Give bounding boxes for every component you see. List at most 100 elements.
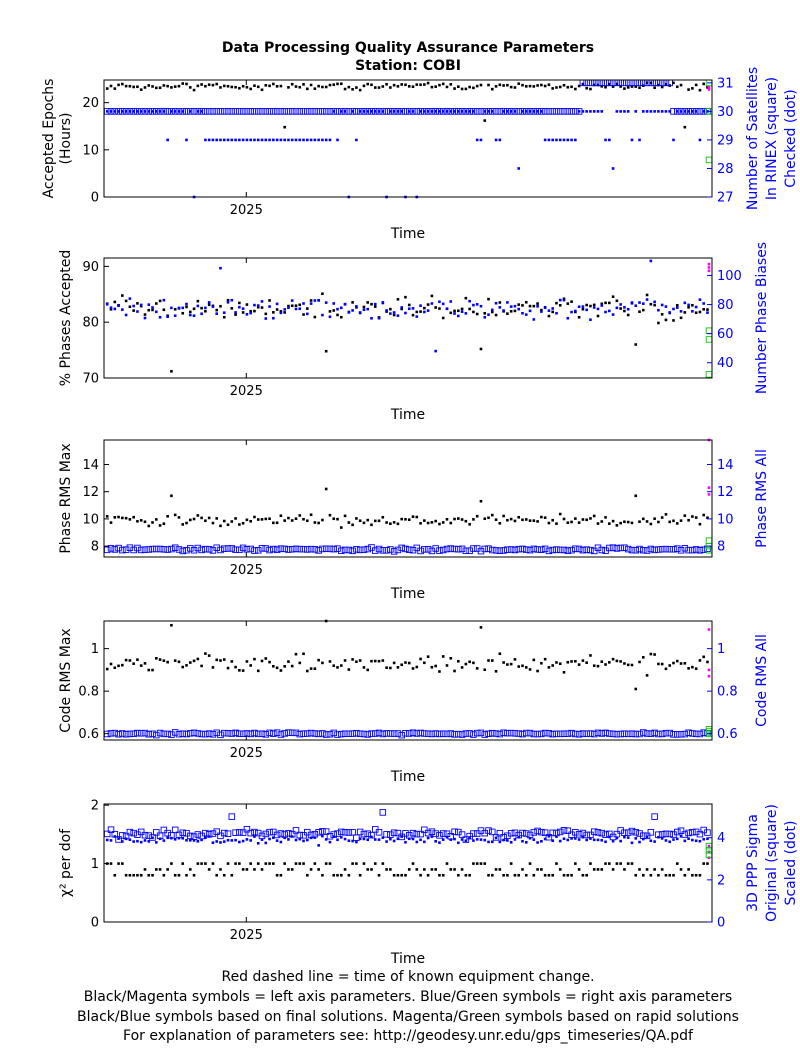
right-dot: [189, 314, 192, 317]
right-square: [346, 731, 352, 737]
left-dot: [638, 520, 641, 523]
left-axis-label: (Hours): [58, 113, 74, 165]
right-dot: [446, 308, 449, 311]
left-dot: [438, 670, 441, 673]
rinex-square: [218, 109, 224, 115]
epoch-dot: [529, 85, 532, 88]
chi2-dot: [623, 868, 626, 871]
left-dot: [310, 667, 313, 670]
chi2-dot: [268, 862, 271, 865]
chi2-dot: [680, 868, 683, 871]
epoch-dot: [212, 84, 215, 87]
left-dot: [151, 521, 154, 524]
rinex-square: [633, 80, 639, 86]
right-dot: [438, 300, 441, 303]
checked-dot: [657, 110, 660, 113]
left-dot: [559, 304, 562, 307]
left-dot: [585, 661, 588, 664]
left-dot: [234, 666, 237, 669]
right-dot: [382, 301, 385, 304]
left-dot: [140, 519, 143, 522]
sigma-scaled-dot: [623, 836, 626, 839]
epoch-dot: [332, 83, 335, 86]
rinex-square: [493, 109, 499, 115]
right-dot: [423, 311, 426, 314]
chi2-dot: [389, 868, 392, 871]
left-dot: [566, 521, 569, 524]
chi2-dot: [325, 862, 328, 865]
chi2-dot: [317, 868, 320, 871]
right-square: [463, 548, 469, 554]
chi2-dot: [472, 862, 475, 865]
epoch-dot: [272, 83, 275, 86]
epoch-dot: [147, 84, 150, 87]
left-dot: [578, 663, 581, 666]
right-square: [104, 547, 110, 553]
left-dot: [672, 520, 675, 523]
left-dot: [106, 668, 109, 671]
left-dot: [393, 662, 396, 665]
left-dot: [155, 657, 158, 660]
left-dot: [514, 520, 517, 523]
chi2-dot: [533, 874, 536, 877]
epoch-dot: [604, 86, 607, 89]
chi2-dot: [117, 862, 120, 865]
checked-dot: [287, 139, 290, 142]
sigma-scaled-dot: [295, 839, 298, 842]
epoch-dot: [589, 88, 592, 91]
chi2-dot: [427, 874, 430, 877]
rinex-square: [659, 80, 665, 86]
right-dot: [268, 305, 271, 308]
left-dot: [189, 661, 192, 664]
left-dot: [529, 519, 532, 522]
left-dot: [351, 301, 354, 304]
left-dot: [348, 668, 351, 671]
left-dot: [563, 518, 566, 521]
right-square: [535, 731, 541, 737]
left-dot: [351, 524, 354, 527]
right-dot: [291, 299, 294, 302]
right-tick-label: 2: [717, 873, 725, 888]
left-dot: [276, 521, 279, 524]
epoch-dot: [283, 126, 286, 129]
left-dot: [665, 513, 668, 516]
right-dot: [272, 317, 275, 320]
right-square: [697, 731, 703, 737]
checked-dot: [495, 139, 498, 142]
left-dot: [257, 670, 260, 673]
sigma-scaled-dot: [257, 842, 260, 845]
epoch-dot: [514, 86, 517, 89]
checked-dot: [295, 139, 298, 142]
checked-dot: [672, 139, 675, 142]
left-tick-label: 8: [91, 540, 99, 555]
checked-dot: [480, 139, 483, 142]
checked-dot: [219, 139, 222, 142]
epoch-dot: [506, 84, 509, 87]
right-dot: [627, 308, 630, 311]
sigma-scaled-dot: [366, 838, 369, 841]
sigma-scaled-dot: [476, 838, 479, 841]
left-dot: [272, 522, 275, 525]
left-dot: [608, 661, 611, 664]
checked-dot: [242, 139, 245, 142]
panel-3-marks: [104, 439, 711, 554]
left-dot: [181, 666, 184, 669]
left-dot: [695, 667, 698, 670]
right-dot: [529, 310, 532, 313]
right-dot: [310, 302, 313, 305]
left-dot: [514, 310, 517, 313]
left-dot: [570, 300, 573, 303]
left-dot: [510, 663, 513, 666]
footer-line4: For explanation of parameters see: http:…: [123, 1028, 694, 1044]
right-square: [305, 547, 311, 553]
left-dot: [521, 519, 524, 522]
left-dot: [461, 308, 464, 311]
epoch-dot: [113, 87, 116, 90]
epoch-dot: [687, 88, 690, 91]
right-axis-label: Number of Satellites: [745, 67, 761, 210]
left-dot: [434, 520, 437, 523]
left-dot: [151, 309, 154, 312]
right-dot: [404, 312, 407, 315]
sigma-scaled-dot: [287, 838, 290, 841]
sigma-scaled-dot: [219, 841, 222, 844]
